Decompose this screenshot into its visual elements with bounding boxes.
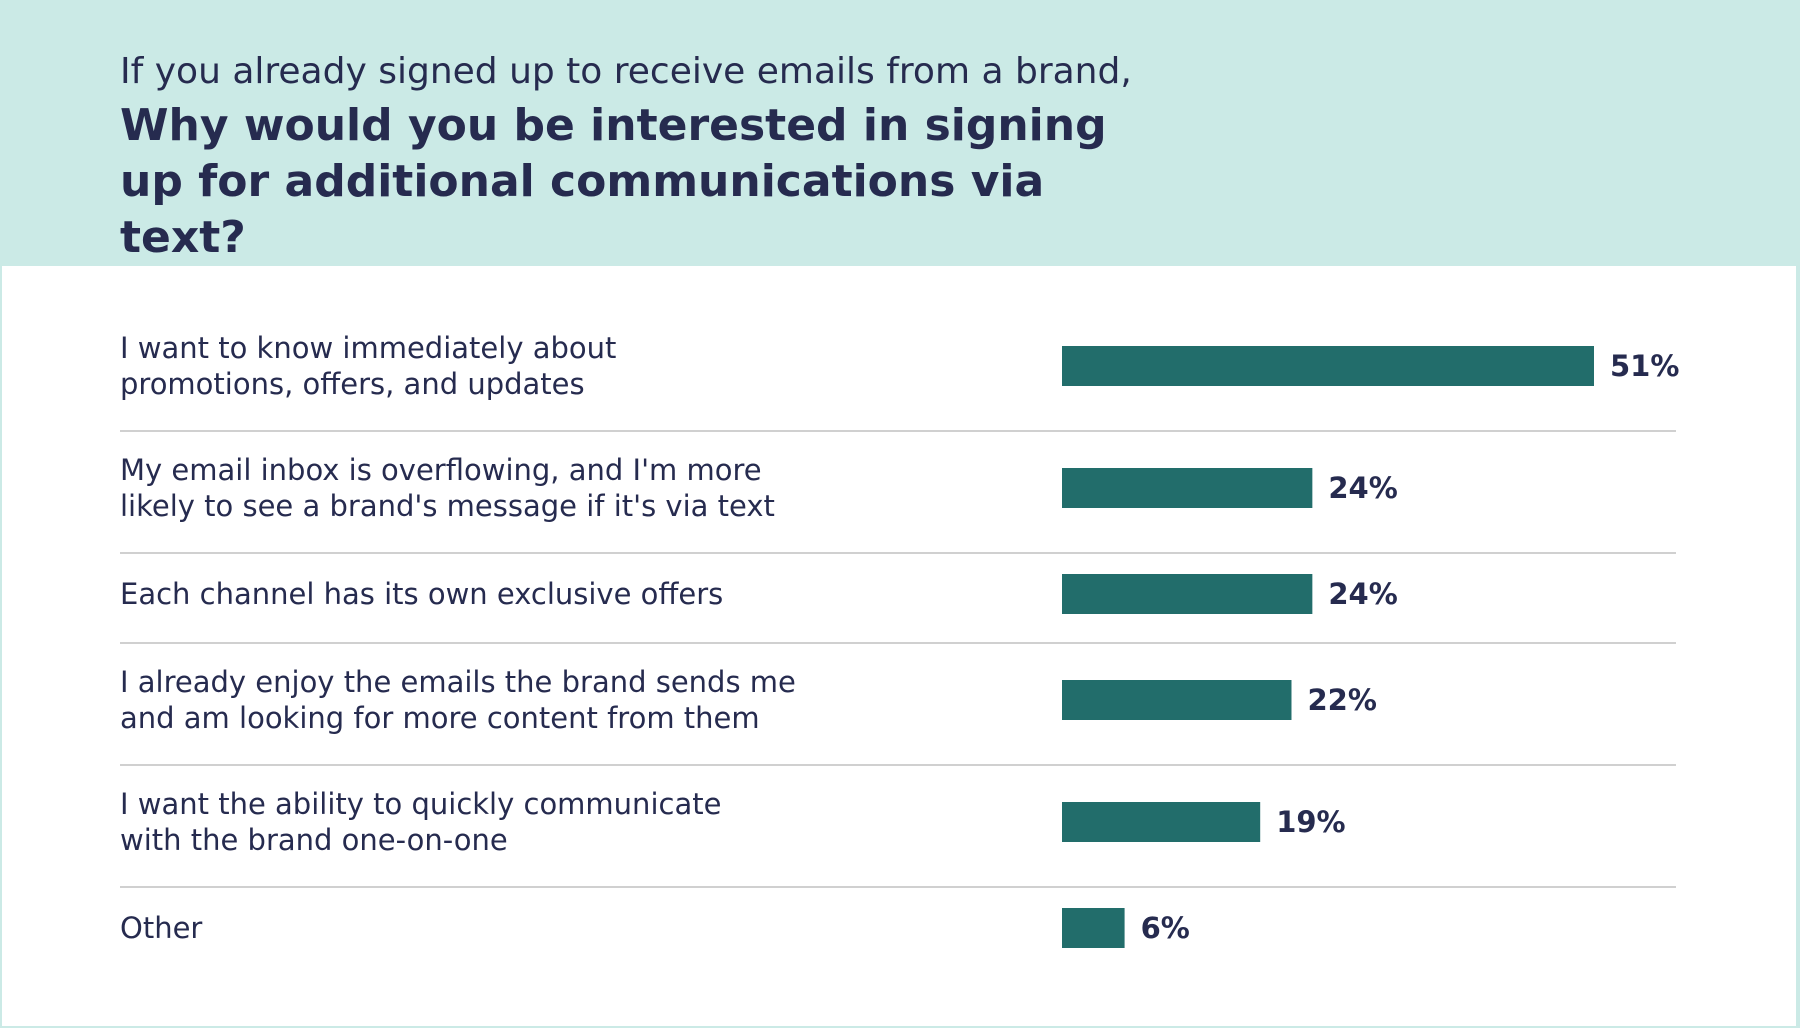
value-label: 51% bbox=[1610, 349, 1679, 383]
value-label: 22% bbox=[1307, 683, 1376, 717]
chart-header: If you already signed up to receive emai… bbox=[0, 0, 1800, 266]
bar bbox=[1062, 802, 1261, 842]
chart-subtitle: If you already signed up to receive emai… bbox=[120, 51, 1132, 92]
bar bbox=[1062, 468, 1313, 508]
category-label: I want to know immediately about promotio… bbox=[120, 331, 617, 401]
value-label: 24% bbox=[1328, 577, 1397, 611]
category-label: I already enjoy the emails the brand sen… bbox=[120, 665, 796, 735]
chart-title: Why would you be interested in signing u… bbox=[120, 100, 1107, 263]
category-label: My email inbox is overflowing, and I'm m… bbox=[120, 453, 775, 523]
category-label: Each channel has its own exclusive offer… bbox=[120, 577, 724, 611]
value-label: 24% bbox=[1328, 471, 1397, 505]
chart-panel: I want to know immediately about promotio… bbox=[2, 266, 1796, 1026]
value-label: 19% bbox=[1276, 805, 1345, 839]
category-label: I want the ability to quickly communicat… bbox=[120, 787, 722, 857]
bar-chart: 51% 24% 24% 22% 19% 6% bbox=[120, 346, 1679, 948]
bar bbox=[1062, 574, 1313, 614]
value-label: 6% bbox=[1141, 911, 1190, 945]
bar bbox=[1062, 680, 1292, 720]
category-label: Other bbox=[120, 911, 203, 945]
bar bbox=[1062, 346, 1594, 386]
bar bbox=[1062, 908, 1125, 948]
